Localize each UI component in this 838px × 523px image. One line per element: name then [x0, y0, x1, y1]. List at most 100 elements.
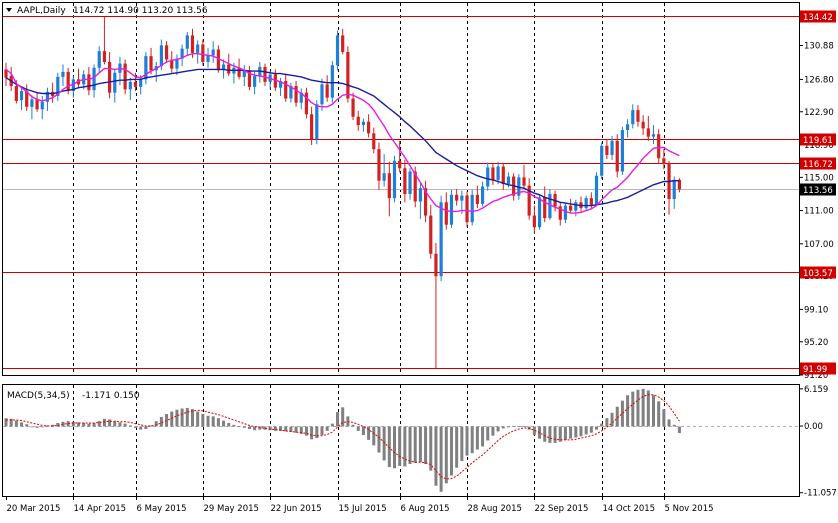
macd-bar — [222, 420, 226, 427]
macd-bar — [584, 426, 588, 435]
macd-bar — [372, 426, 376, 446]
level-price-label: 116.72 — [803, 160, 833, 170]
macd-bar — [196, 411, 200, 427]
candle-body — [522, 177, 526, 186]
macd-bar — [677, 426, 681, 434]
macd-bar — [315, 426, 319, 439]
macd-bar — [320, 426, 324, 436]
macd-bar — [201, 413, 205, 427]
candle-body — [14, 86, 18, 101]
macd-bar — [439, 426, 443, 492]
macd-bar — [574, 426, 578, 438]
macd-bar — [605, 418, 609, 427]
macd-bar — [532, 426, 536, 436]
macd-signal — [6, 394, 680, 480]
macd-bar — [123, 423, 127, 427]
macd-bar — [97, 421, 101, 427]
candle-body — [491, 167, 495, 180]
macd-bar — [600, 423, 604, 427]
candle-body — [123, 63, 127, 90]
macd-bar — [71, 421, 75, 427]
macd-label: MACD(5,34,5) — [7, 391, 70, 401]
candle-body — [159, 45, 163, 67]
macd-axis: 6.159 0.00 -11.057 — [799, 385, 837, 499]
candle-body — [470, 194, 474, 223]
macd-bar — [279, 426, 283, 431]
candle-body — [19, 91, 24, 101]
candle-body — [449, 194, 454, 225]
macd-bar — [455, 426, 459, 468]
macd-bar — [40, 426, 44, 428]
macd-bar — [128, 425, 132, 427]
dropdown-triangle-icon[interactable] — [6, 8, 12, 12]
price-tick-label: 91.20 — [804, 371, 828, 381]
macd-bar — [367, 426, 371, 440]
candle-body — [574, 202, 578, 211]
macd-bar — [413, 426, 417, 463]
macd-bar — [134, 426, 137, 428]
macd-bar — [387, 426, 391, 468]
macd-bar — [325, 426, 329, 431]
candle-body — [278, 81, 283, 88]
ma-fast-line — [5, 53, 680, 214]
time-tick-label: 15 Jul 2015 — [339, 504, 387, 514]
macd-bar — [206, 415, 210, 427]
macd-bar — [175, 409, 179, 427]
macd-histogram — [4, 388, 681, 492]
candle-body — [97, 51, 101, 68]
macd-bar — [227, 423, 231, 427]
macd-bar — [87, 423, 91, 427]
candle-body — [631, 110, 635, 125]
candle-body — [475, 194, 479, 204]
macd-bar — [149, 425, 153, 427]
candle-body — [563, 205, 568, 220]
price-tick-label: 130.88 — [804, 42, 834, 52]
level-price-tag — [800, 266, 836, 279]
macd-bar — [14, 420, 18, 427]
time-tick-label: 14 Oct 2015 — [603, 504, 656, 514]
candle-body — [569, 205, 573, 211]
symbol-label: AAPL,Daily — [17, 6, 66, 16]
macd-bar — [242, 426, 246, 428]
time-tick-label: 22 Sep 2015 — [535, 504, 589, 514]
price-tick-label: 126.80 — [804, 75, 834, 85]
candle-body — [304, 92, 309, 115]
macd-bar — [626, 395, 630, 427]
candle-body — [335, 35, 340, 66]
macd-bar — [35, 426, 39, 428]
candle-body — [460, 195, 464, 201]
price-tick-label: 95.20 — [804, 338, 828, 348]
macd-bar — [56, 423, 60, 427]
candle-body — [201, 44, 205, 62]
macd-bar — [657, 401, 661, 427]
candle-body — [40, 101, 44, 110]
candle-body — [330, 65, 334, 98]
macd-bar — [641, 388, 645, 427]
time-tick-label: 29 May 2015 — [204, 504, 259, 514]
price-tick-label: 99.10 — [804, 305, 828, 315]
macd-bar — [185, 407, 189, 427]
moving-averages — [5, 53, 680, 214]
price-tick-label: 118.90 — [804, 141, 834, 151]
candles — [4, 17, 681, 369]
candle-body — [133, 81, 138, 87]
macd-bar — [216, 418, 220, 427]
candle-body — [247, 70, 252, 87]
macd-bar — [595, 426, 599, 430]
time-tick-label: 28 Aug 2015 — [468, 504, 522, 514]
time-tick-label: 5 Nov 2015 — [665, 504, 714, 514]
ma-slow-line — [5, 68, 680, 207]
candle-body — [548, 193, 552, 219]
candle-body — [185, 35, 189, 49]
candle-body — [398, 160, 402, 169]
candle-body — [175, 58, 179, 69]
macd-bar — [475, 426, 479, 450]
candle-body — [164, 45, 169, 60]
candle-body — [387, 173, 391, 199]
time-tick-label: 6 May 2015 — [137, 504, 187, 514]
candle-body — [496, 166, 500, 180]
macd-bar — [92, 423, 96, 427]
macd-bar — [460, 426, 464, 462]
candle-body — [361, 121, 366, 126]
level-price-tag — [800, 10, 836, 23]
